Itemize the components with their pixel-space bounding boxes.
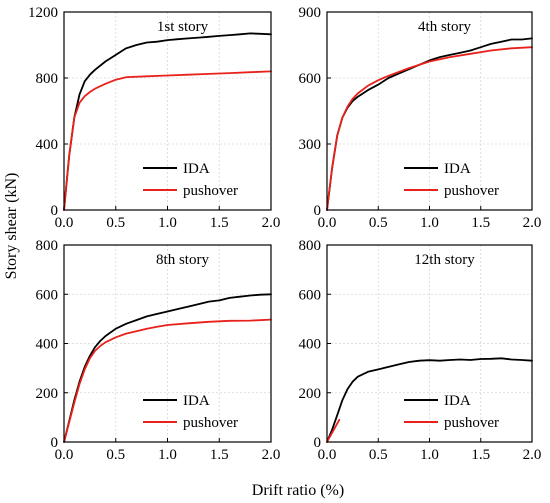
y-tick-label: 400 (36, 337, 59, 353)
series-line-pushover (63, 318, 272, 443)
legend-label-pushover: pushover (444, 415, 499, 431)
series-line-pushover (326, 418, 341, 443)
x-tick-label: 0.0 (55, 215, 74, 231)
legend-label-pushover: pushover (183, 183, 238, 199)
x-tick-label: 0.0 (55, 447, 74, 463)
legend-label-pushover: pushover (183, 415, 238, 431)
chart-panel-2: 0.0 0.5 1.0 1.5 2.0 0 300 600 900 4th story IDA pus… (299, 5, 542, 231)
series-line-ida (63, 293, 272, 443)
y-tick-label: 600 (36, 287, 59, 303)
y-tick-label: 800 (36, 238, 59, 254)
series-line-pushover (63, 70, 272, 211)
y-tick-label: 200 (36, 386, 59, 402)
x-tick-label: 1.0 (158, 447, 177, 463)
x-tick-label: 0.0 (318, 215, 337, 231)
y-tick-label: 400 (36, 137, 59, 153)
legend-label-ida: IDA (444, 161, 471, 177)
x-tick-label: 1.5 (210, 215, 229, 231)
legend: IDA pushover (404, 161, 499, 199)
x-tick-label: 1.0 (158, 215, 177, 231)
y-tick-label: 600 (299, 287, 322, 303)
y-tick-label: 400 (299, 337, 322, 353)
x-tick-label: 1.5 (210, 447, 229, 463)
y-tick-label: 0 (51, 203, 59, 219)
x-tick-label: 0.5 (106, 215, 125, 231)
chart-panel-4: 0.0 0.5 1.0 1.5 2.0 0 200 400 600 800 12th story ID… (299, 238, 542, 463)
series-line-ida (326, 357, 533, 443)
x-tick-label: 0.5 (106, 447, 125, 463)
legend: IDA pushover (143, 393, 238, 431)
legend: IDA pushover (143, 161, 238, 199)
series-line-ida (63, 32, 272, 211)
legend-label-ida: IDA (183, 161, 210, 177)
x-tick-label: 0.5 (369, 447, 388, 463)
y-tick-label: 900 (299, 5, 322, 21)
x-tick-label: 0.0 (318, 447, 337, 463)
legend-label-ida: IDA (444, 393, 471, 409)
x-axis-label: Drift ratio (%) (252, 482, 344, 499)
panel-title: 12th story (414, 252, 475, 268)
chart-panel-3: 0.0 0.5 1.0 1.5 2.0 0 200 400 600 800 8th story IDA… (36, 238, 281, 463)
chart-panel-1: 0.0 0.5 1.0 1.5 2.0 0 400 800 1200 1st story IDA pu… (28, 5, 280, 231)
y-tick-label: 0 (314, 435, 322, 451)
y-tick-label: 1200 (28, 5, 58, 21)
legend: IDA pushover (404, 393, 499, 431)
y-tick-label: 0 (314, 203, 322, 219)
y-tick-label: 600 (299, 71, 322, 87)
x-tick-label: 1.0 (420, 215, 439, 231)
x-tick-label: 1.5 (471, 215, 490, 231)
panel-title: 4th story (418, 19, 471, 35)
x-tick-label: 2.0 (523, 447, 542, 463)
legend-label-pushover: pushover (444, 183, 499, 199)
x-tick-label: 2.0 (262, 447, 281, 463)
x-tick-label: 1.0 (420, 447, 439, 463)
y-tick-label: 200 (299, 386, 322, 402)
y-axis-label: Story shear (kN) (3, 173, 20, 280)
x-tick-label: 1.5 (471, 447, 490, 463)
x-tick-label: 2.0 (523, 215, 542, 231)
x-tick-label: 2.0 (262, 215, 281, 231)
x-tick-label: 0.5 (369, 215, 388, 231)
legend-label-ida: IDA (183, 393, 210, 409)
y-tick-label: 800 (299, 238, 322, 254)
panel-title: 8th story (156, 252, 209, 268)
y-tick-label: 800 (36, 71, 59, 87)
series-line-pushover (326, 46, 533, 211)
y-tick-label: 0 (51, 435, 59, 451)
y-tick-label: 300 (299, 137, 322, 153)
panel-title: 1st story (157, 19, 209, 35)
